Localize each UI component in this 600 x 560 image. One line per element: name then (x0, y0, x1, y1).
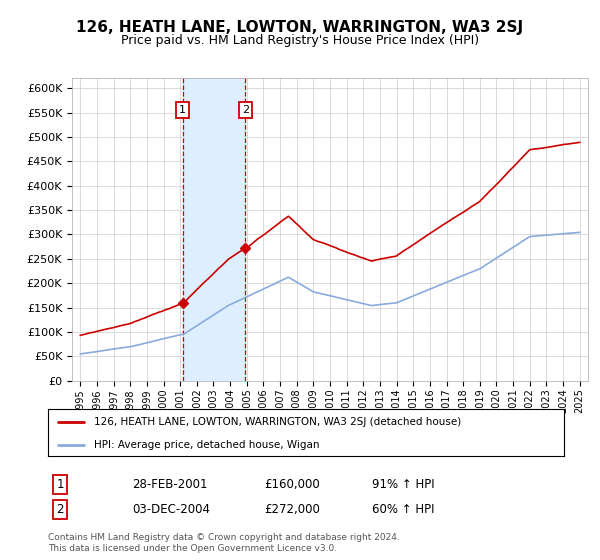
Text: 126, HEATH LANE, LOWTON, WARRINGTON, WA3 2SJ: 126, HEATH LANE, LOWTON, WARRINGTON, WA3… (76, 20, 524, 35)
Text: 1: 1 (56, 478, 64, 491)
Text: Price paid vs. HM Land Registry's House Price Index (HPI): Price paid vs. HM Land Registry's House … (121, 34, 479, 46)
Text: £272,000: £272,000 (264, 503, 320, 516)
Text: 60% ↑ HPI: 60% ↑ HPI (372, 503, 434, 516)
Text: 2: 2 (56, 503, 64, 516)
Text: Contains HM Land Registry data © Crown copyright and database right 2024.
This d: Contains HM Land Registry data © Crown c… (48, 534, 400, 553)
Text: 1: 1 (179, 105, 186, 115)
Text: 03-DEC-2004: 03-DEC-2004 (132, 503, 210, 516)
Text: 91% ↑ HPI: 91% ↑ HPI (372, 478, 434, 491)
Text: 2: 2 (242, 105, 249, 115)
Text: 126, HEATH LANE, LOWTON, WARRINGTON, WA3 2SJ (detached house): 126, HEATH LANE, LOWTON, WARRINGTON, WA3… (94, 417, 461, 427)
Bar (182, 78, 245, 381)
Text: £160,000: £160,000 (264, 478, 320, 491)
Text: 28-FEB-2001: 28-FEB-2001 (132, 478, 208, 491)
Text: HPI: Average price, detached house, Wigan: HPI: Average price, detached house, Wiga… (94, 440, 320, 450)
